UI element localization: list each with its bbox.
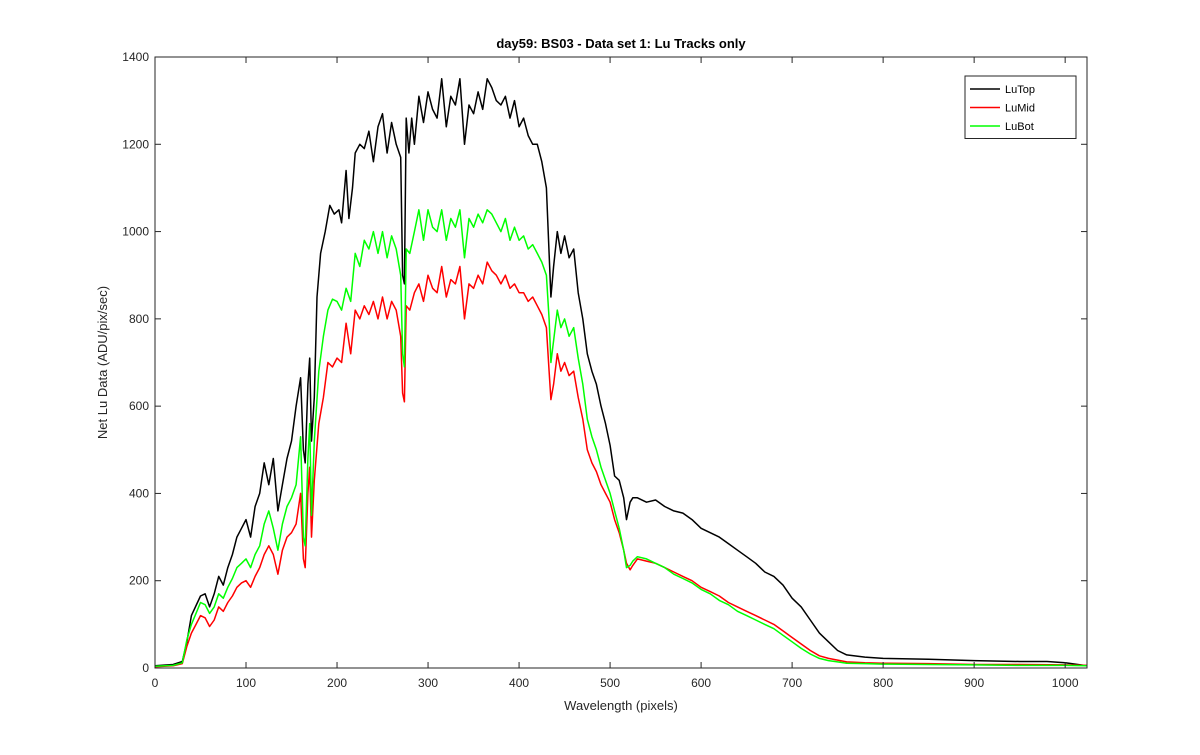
- x-tick-label: 1000: [1052, 676, 1079, 690]
- x-tick-label: 900: [964, 676, 984, 690]
- y-tick-label: 0: [142, 661, 149, 675]
- y-tick-label: 800: [129, 312, 149, 326]
- chart-title: day59: BS03 - Data set 1: Lu Tracks only: [496, 36, 746, 51]
- x-tick-label: 200: [327, 676, 347, 690]
- x-tick-label: 800: [873, 676, 893, 690]
- x-axis-title: Wavelength (pixels): [564, 698, 678, 713]
- y-tick-label: 1000: [122, 225, 149, 239]
- y-tick-label: 1400: [122, 50, 149, 64]
- x-tick-label: 500: [600, 676, 620, 690]
- series-line-lubot: [154, 209, 1088, 668]
- y-tick-label: 200: [129, 574, 149, 588]
- x-tick-label: 700: [782, 676, 802, 690]
- x-tick-label: 0: [152, 676, 159, 690]
- legend: LuTop LuMid LuBot: [964, 75, 1077, 139]
- x-tick-label: 300: [418, 676, 438, 690]
- y-tick-label: 400: [129, 486, 149, 500]
- y-tick-label: 600: [129, 399, 149, 413]
- legend-label-lumid: LuMid: [1005, 103, 1035, 115]
- legend-label-lutop: LuTop: [1005, 84, 1035, 96]
- series-line-lutop: [154, 78, 1088, 667]
- y-tick-label: 1200: [122, 137, 149, 151]
- legend-label-lubot: LuBot: [1005, 121, 1034, 133]
- x-tick-label: 600: [691, 676, 711, 690]
- series-line-lumid: [154, 261, 1088, 668]
- plot-area: [155, 57, 1087, 668]
- y-axis-title: Net Lu Data (ADU/pix/sec): [95, 286, 110, 439]
- plot-frame: [154, 56, 1088, 669]
- x-tick-label: 100: [236, 676, 256, 690]
- x-tick-label: 400: [509, 676, 529, 690]
- series-layer: [154, 78, 1088, 668]
- axis-ticks: 0 100 200 300 400 500 600 700 800 900 1000 0 200 400 6…: [122, 50, 1087, 690]
